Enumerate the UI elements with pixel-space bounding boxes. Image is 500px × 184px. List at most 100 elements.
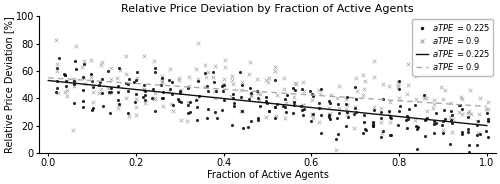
Point (148, 88, 156, 91)
Point (448, 130, 456, 133)
Point (358, 132, 366, 135)
Point (447, 110, 455, 113)
Point (254, 116, 262, 119)
Point (326, 107, 334, 110)
Point (473, 123, 481, 126)
Point (87, 58, 95, 61)
Point (54, 57, 62, 60)
Point (210, 71, 218, 74)
Point (466, 110, 473, 113)
Point (474, 119, 482, 122)
Point (98, 61, 106, 64)
Point (474, 131, 482, 134)
Point (378, 120, 386, 123)
Point (332, 148, 340, 151)
Point (280, 88, 288, 91)
Point (247, 91, 255, 94)
Point (158, 97, 166, 100)
Point (430, 132, 438, 135)
Point (230, 105, 237, 107)
Point (326, 101, 334, 104)
Point (256, 92, 264, 95)
Point (430, 120, 438, 123)
Point (230, 102, 238, 105)
Point (273, 94, 281, 97)
Point (185, 75, 193, 78)
Point (246, 93, 254, 96)
Point (290, 95, 298, 98)
Point (70, 128, 78, 131)
Point (326, 94, 334, 97)
Point (150, 66, 158, 69)
Point (394, 79, 402, 82)
Point (282, 105, 290, 108)
Point (476, 112, 484, 115)
Point (202, 76, 209, 79)
Point (430, 102, 438, 105)
Point (185, 84, 193, 87)
Point (484, 118, 492, 121)
Point (151, 92, 159, 95)
Point (220, 84, 228, 87)
Point (211, 64, 219, 67)
Point (87, 72, 95, 75)
Point (448, 114, 456, 117)
Point (404, 107, 412, 110)
Point (353, 90, 361, 93)
Point (430, 98, 438, 101)
Point (298, 80, 306, 83)
Point (212, 111, 220, 114)
Point (280, 76, 288, 79)
Point (176, 100, 184, 103)
Point (124, 90, 132, 93)
Point (81, 83, 89, 86)
Point (96, 83, 104, 86)
Point (204, 70, 212, 73)
Point (430, 123, 438, 126)
Point (116, 68, 124, 71)
Point (350, 105, 358, 108)
Point (70, 80, 78, 83)
Point (386, 134, 394, 137)
Point (449, 118, 457, 121)
Point (403, 92, 411, 95)
Point (219, 89, 227, 92)
Point (63, 79, 71, 82)
Point (61, 74, 69, 77)
Point (132, 114, 140, 117)
Point (114, 90, 122, 93)
Point (274, 102, 281, 105)
Point (236, 95, 244, 98)
Point (89, 86, 97, 89)
Point (98, 104, 106, 107)
Point (125, 77, 133, 80)
Point (438, 86, 446, 89)
Point (377, 110, 385, 113)
Point (53, 86, 61, 89)
Point (351, 86, 359, 89)
Point (212, 90, 220, 93)
Point (484, 107, 492, 110)
Point (386, 85, 394, 88)
Point (458, 133, 466, 136)
Point (369, 121, 377, 124)
Point (220, 77, 228, 80)
Point (151, 70, 159, 73)
Point (211, 89, 219, 92)
Point (404, 115, 411, 118)
Point (291, 88, 299, 91)
X-axis label: Fraction of Active Agents: Fraction of Active Agents (206, 170, 328, 180)
Point (114, 106, 122, 109)
Point (422, 118, 430, 121)
Point (379, 97, 387, 100)
Point (386, 110, 394, 113)
Point (464, 131, 471, 134)
Point (422, 118, 430, 121)
Point (158, 76, 166, 79)
Point (482, 108, 490, 111)
Point (291, 81, 299, 84)
Point (237, 109, 245, 112)
Point (174, 98, 182, 100)
Point (264, 81, 272, 84)
Point (300, 107, 308, 110)
